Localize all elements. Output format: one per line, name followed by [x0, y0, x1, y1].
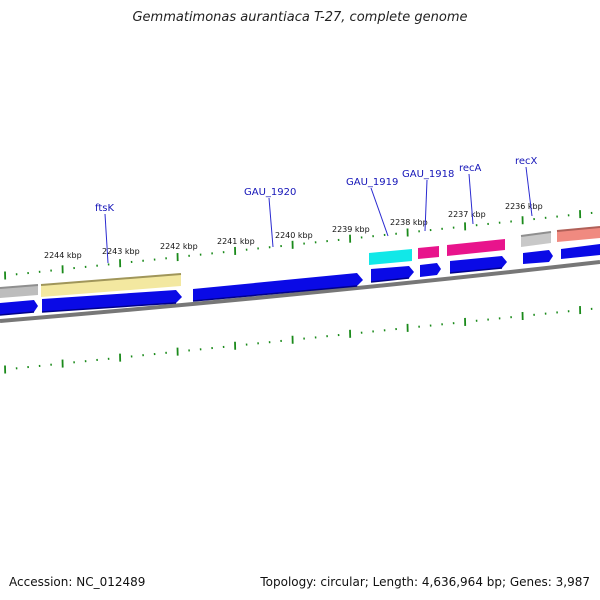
gene-label-ftsK[interactable]: ftsK: [95, 203, 114, 214]
gene-label-recX[interactable]: recX: [515, 156, 538, 167]
gene-labels: ftsK GAU_1920 GAU_1919 GAU_1918 recA rec…: [95, 156, 538, 214]
gene-bar-ftsK[interactable]: [41, 274, 181, 297]
kbp-label: 2237 kbp: [448, 210, 486, 219]
genome-backbone: [0, 260, 600, 323]
lower-tick-row: [4, 306, 593, 374]
gene-bar-gau1919[interactable]: [369, 249, 412, 265]
kbp-label: 2238 kbp: [390, 218, 428, 227]
kbp-label: 2240 kbp: [275, 231, 313, 240]
cds-track: [0, 244, 600, 316]
cds-arrow-5[interactable]: [420, 263, 441, 277]
kbp-label: 2242 kbp: [160, 242, 198, 251]
feature-track: [0, 226, 600, 298]
gene-bar-recA[interactable]: [447, 239, 505, 256]
genome-summary-text: Topology: circular; Length: 4,636,964 bp…: [260, 575, 590, 589]
kbp-label: 2239 kbp: [332, 225, 370, 234]
cds-arrow-8[interactable]: [561, 244, 600, 259]
gene-label-gau1918[interactable]: GAU_1918: [402, 169, 454, 180]
gene-bar-gau1918[interactable]: [418, 246, 439, 259]
kbp-tick-row: [4, 210, 593, 280]
cds-arrow-3[interactable]: [193, 273, 363, 301]
kbp-label: 2243 kbp: [102, 247, 140, 256]
map-title: Gemmatimonas aurantiaca T-27, complete g…: [132, 10, 468, 25]
kbp-label: 2241 kbp: [217, 237, 255, 246]
kbp-label: 2244 kbp: [44, 251, 82, 260]
gene-label-recA[interactable]: recA: [459, 163, 482, 174]
cds-arrow-1[interactable]: [0, 300, 38, 315]
accession-text: Accession: NC_012489: [9, 575, 146, 589]
cds-arrow-7[interactable]: [523, 250, 553, 264]
kbp-labels: 2244 kbp 2243 kbp 2242 kbp 2241 kbp 2240…: [44, 202, 543, 260]
cds-arrow-2[interactable]: [42, 290, 182, 312]
gene-label-lines: [104, 166, 533, 264]
kbp-label: 2236 kbp: [505, 202, 543, 211]
gene-label-gau1920[interactable]: GAU_1920: [244, 187, 296, 198]
gene-label-gau1919[interactable]: GAU_1919: [346, 177, 398, 188]
